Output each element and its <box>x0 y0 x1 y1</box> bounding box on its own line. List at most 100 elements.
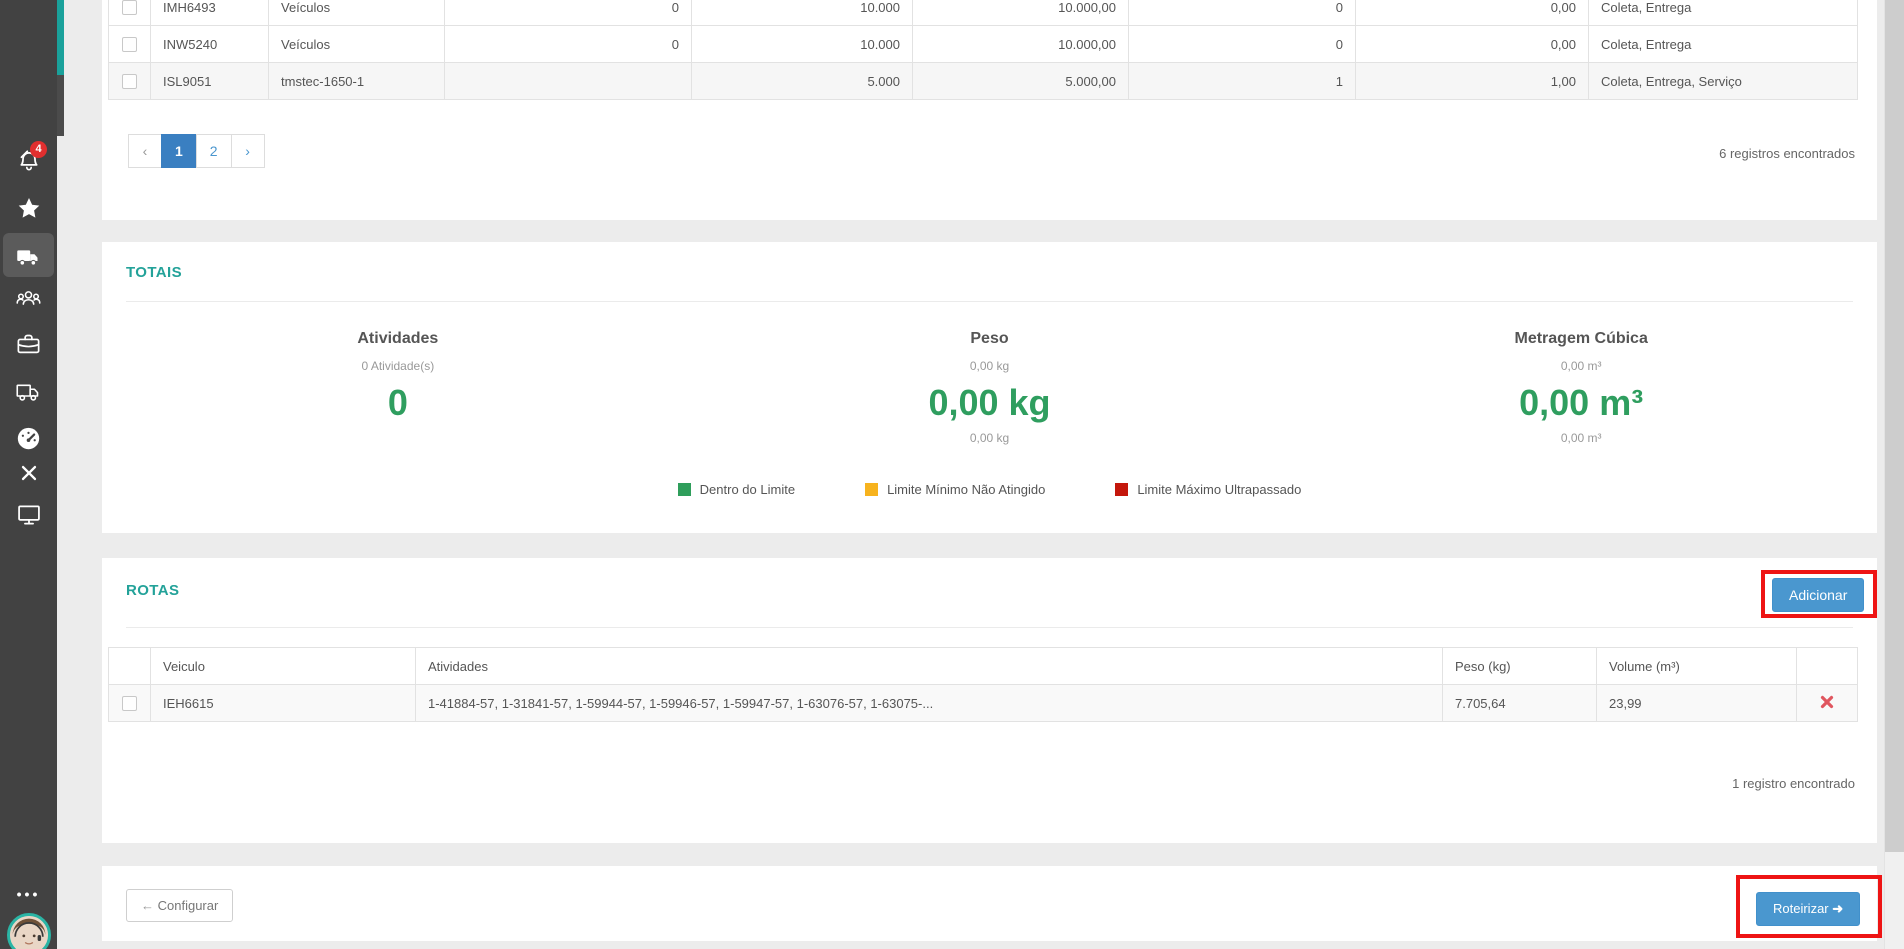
route-row: IEH6615 1-41884-57, 1-31841-57, 1-59944-… <box>108 684 1858 722</box>
total-peso: Peso 0,00 kg 0,00 kg 0,00 kg <box>694 330 1286 445</box>
footer-bar: ← Configurar Roteirizar ➜ <box>102 866 1882 941</box>
vehicles-table: IMH6493 Veículos 0 10.000 10.000,00 0 0,… <box>108 0 1858 100</box>
pagination-page-1[interactable]: 1 <box>161 134 197 168</box>
sidebar-item-dashboard[interactable] <box>0 425 57 457</box>
route-button-label: Roteirizar <box>1773 901 1829 916</box>
star-icon <box>16 198 42 225</box>
sidebar-item-favorites[interactable] <box>0 195 57 226</box>
routes-card: ROTAS Adicionar Veiculo Atividades Peso … <box>102 558 1877 843</box>
add-route-button[interactable]: Adicionar <box>1772 578 1865 612</box>
cell-activity-types: Coleta, Entrega <box>1588 25 1858 63</box>
section-title-totais: TOTAIS <box>126 264 183 281</box>
more-options-button[interactable]: ••• <box>0 886 57 902</box>
scrollbar-thumb[interactable] <box>1885 0 1904 852</box>
routes-table-header: Veiculo Atividades Peso (kg) Volume (m³) <box>108 647 1858 685</box>
route-button[interactable]: Roteirizar ➜ <box>1756 892 1861 926</box>
row-checkbox[interactable] <box>122 74 137 90</box>
total-value: 0,00 m³ <box>1519 382 1644 423</box>
legend-item: Dentro do Limite <box>677 482 796 497</box>
configure-button-label: Configurar <box>157 898 219 913</box>
legend-green-square <box>677 483 691 496</box>
total-subtext: 0,00 m³ <box>1560 359 1602 373</box>
header-peso: Peso (kg) <box>1442 647 1597 685</box>
total-metragem-cubica: Metragem Cúbica 0,00 m³ 0,00 m³ 0,00 m³ <box>1285 330 1877 445</box>
cell-value: 0,00 <box>1355 0 1589 26</box>
cell-plate: ISL9051 <box>150 62 269 100</box>
row-checkbox[interactable] <box>122 37 137 53</box>
cell-value <box>444 62 692 100</box>
cell-type: Veículos <box>268 0 445 26</box>
cell-value: 0 <box>444 0 692 26</box>
cell-activity-types: Coleta, Entrega, Serviço <box>1588 62 1858 100</box>
monitor-icon <box>15 505 43 532</box>
total-belowtext: 0,00 kg <box>969 431 1010 445</box>
total-label: Peso <box>970 330 1009 347</box>
totals-row: Atividades 0 Atividade(s) 0 Peso 0,00 kg… <box>102 330 1877 445</box>
arrow-left-icon: ← <box>141 898 154 913</box>
cell-value: 10.000,00 <box>912 0 1129 26</box>
delivery-truck-icon <box>15 384 42 409</box>
pagination-next-button[interactable]: › <box>230 134 265 168</box>
sidebar-item-clients[interactable] <box>0 285 57 317</box>
total-subtext: 0 Atividade(s) <box>361 359 435 373</box>
cell-value: 0 <box>444 25 692 63</box>
sidebar-item-fleet[interactable] <box>0 378 57 410</box>
total-label: Metragem Cúbica <box>1514 330 1648 347</box>
header-atividades: Atividades <box>415 647 1443 685</box>
speedometer-icon <box>15 427 42 456</box>
sidebar-item-x[interactable] <box>0 460 57 491</box>
cell-value: 0 <box>1128 0 1356 26</box>
legend-label: Dentro do Limite <box>699 482 796 497</box>
cell-type: Veículos <box>268 25 445 63</box>
total-value: 0 <box>387 382 408 423</box>
header-volume: Volume (m³) <box>1596 647 1797 685</box>
cell-value: 10.000,00 <box>912 25 1129 63</box>
sidebar-item-portfolio[interactable] <box>0 331 57 363</box>
cell-peso: 7.705,64 <box>1442 684 1597 722</box>
total-atividades: Atividades 0 Atividade(s) 0 <box>102 330 694 445</box>
divider <box>126 301 1853 302</box>
sidebar-item-monitor[interactable] <box>0 500 57 533</box>
ellipsis-icon: ••• <box>16 886 41 902</box>
row-checkbox[interactable] <box>122 0 137 16</box>
vehicles-card: IMH6493 Veículos 0 10.000 10.000,00 0 0,… <box>102 0 1877 220</box>
totals-card: TOTAIS Atividades 0 Atividade(s) 0 Peso … <box>102 242 1877 533</box>
configure-button[interactable]: ← Configurar <box>126 889 234 922</box>
sidebar-item-vehicles[interactable] <box>0 243 57 275</box>
arrow-right-icon: ➜ <box>1832 901 1844 916</box>
legend-yellow-square <box>865 483 879 496</box>
delete-route-icon[interactable] <box>1820 695 1834 712</box>
sidebar-item-notifications[interactable] <box>0 148 57 179</box>
legend-item: Limite Mínimo Não Atingido <box>865 482 1045 497</box>
bell-icon <box>16 150 42 178</box>
cell-value: 1 <box>1128 62 1356 100</box>
legend-label: Limite Mínimo Não Atingido <box>887 482 1046 497</box>
row-checkbox[interactable] <box>122 696 137 712</box>
cell-plate: IMH6493 <box>150 0 269 26</box>
cell-value: 0 <box>1128 25 1356 63</box>
pagination: ‹ 1 2 › <box>128 134 265 168</box>
header-veiculo: Veiculo <box>150 647 416 685</box>
total-belowtext <box>102 431 694 445</box>
table-row: IMH6493 Veículos 0 10.000 10.000,00 0 0,… <box>108 0 1858 26</box>
total-value: 0,00 kg <box>928 382 1051 423</box>
cell-atividades: 1-41884-57, 1-31841-57, 1-59944-57, 1-59… <box>415 684 1443 722</box>
total-subtext: 0,00 kg <box>969 359 1010 373</box>
cell-value: 0,00 <box>1355 25 1589 63</box>
scrollbar-track[interactable] <box>1884 0 1904 949</box>
x-icon <box>16 465 42 490</box>
annotation-box-roteirizar <box>1736 875 1882 938</box>
records-count: 1 registro encontrado <box>1732 776 1855 791</box>
divider <box>126 627 1853 628</box>
cell-value: 1,00 <box>1355 62 1589 100</box>
pagination-prev-button[interactable]: ‹ <box>128 134 162 168</box>
truck-icon <box>15 250 42 274</box>
total-belowtext: 0,00 m³ <box>1560 431 1602 445</box>
group-icon <box>15 291 42 316</box>
support-avatar[interactable] <box>7 913 51 949</box>
cell-value: 10.000 <box>691 25 913 63</box>
section-title-rotas: ROTAS <box>126 582 180 599</box>
table-row: ISL9051 tmstec-1650-1 5.000 5.000,00 1 1… <box>108 62 1858 100</box>
pagination-page-2[interactable]: 2 <box>195 134 232 168</box>
